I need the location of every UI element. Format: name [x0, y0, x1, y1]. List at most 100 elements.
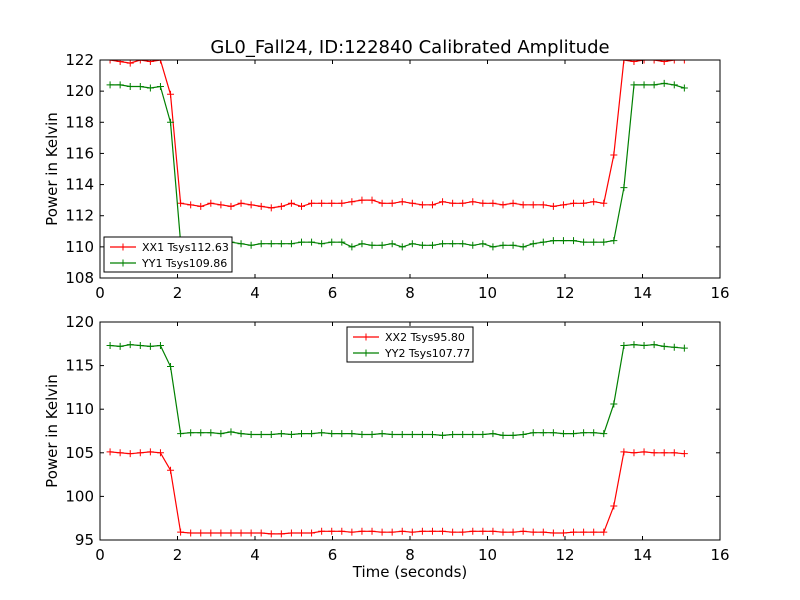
data-point [247, 241, 255, 249]
legend-label: XX1 Tsys112.63 [142, 241, 229, 254]
data-point [398, 527, 406, 535]
y-axis-label: Power in Kelvin [43, 112, 61, 226]
data-point [449, 430, 457, 438]
data-point [187, 201, 195, 209]
data-point [428, 201, 436, 209]
x-tick-label: 4 [250, 284, 260, 302]
data-point [388, 199, 396, 207]
x-tick-label: 8 [405, 546, 415, 564]
data-point [499, 241, 507, 249]
legend-marker [119, 243, 127, 251]
data-point [368, 196, 376, 204]
y-tick-label: 122 [65, 51, 94, 69]
data-point [418, 241, 426, 249]
data-point [640, 60, 648, 64]
data-point [559, 529, 567, 537]
legend: XX1 Tsys112.63 YY1 Tsys109.86 [103, 236, 233, 273]
data-point [247, 201, 255, 209]
x-tick-label: 4 [250, 546, 260, 564]
data-point [348, 430, 356, 438]
x-tick-label: 8 [405, 284, 415, 302]
x-tick-label: 0 [95, 284, 105, 302]
data-point [630, 60, 638, 66]
data-point [610, 502, 618, 510]
data-point [580, 238, 588, 246]
data-point [197, 429, 205, 437]
data-point [287, 199, 295, 207]
top-panel: 0 2 4 6 8 10 12 14 16 108 110 112 114 116 118 120 122 Pow… [43, 51, 730, 302]
data-point [277, 430, 285, 438]
data-point [650, 449, 658, 457]
data-point [257, 240, 265, 248]
data-point [459, 240, 467, 248]
x-tick-label: 10 [478, 546, 497, 564]
data-point [308, 529, 316, 537]
data-point [660, 449, 668, 457]
data-point [600, 528, 608, 536]
data-point [499, 528, 507, 536]
data-point [459, 199, 467, 207]
series-line-1 [110, 60, 685, 209]
data-point [187, 529, 195, 537]
data-point [680, 84, 688, 92]
data-point [126, 60, 134, 67]
data-point [539, 429, 547, 437]
y-tick-label: 118 [65, 113, 94, 131]
data-point [650, 60, 658, 64]
data-point [509, 431, 517, 439]
data-point [680, 60, 688, 64]
data-point [570, 528, 578, 536]
data-point [106, 60, 114, 64]
x-tick-label: 2 [173, 546, 183, 564]
data-point [207, 429, 215, 437]
y-tick-label: 112 [65, 207, 94, 225]
x-tick-label: 16 [710, 546, 729, 564]
data-point [298, 529, 305, 537]
data-point [549, 429, 557, 437]
data-point [247, 430, 255, 438]
data-point [237, 240, 245, 248]
data-point [469, 430, 477, 438]
data-point [428, 430, 436, 438]
data-point [670, 81, 678, 89]
y-tick-label: 95 [75, 531, 94, 549]
data-point [308, 238, 316, 246]
data-point [489, 527, 497, 535]
x-tick-label: 0 [95, 546, 105, 564]
x-tick-label: 6 [328, 284, 338, 302]
data-point [398, 243, 406, 251]
data-point [630, 449, 638, 457]
data-point [660, 60, 668, 66]
data-point [277, 530, 285, 538]
data-point [398, 430, 406, 438]
data-point [227, 428, 235, 436]
data-point [620, 184, 628, 192]
data-point [570, 199, 578, 207]
data-point [177, 199, 185, 207]
data-point [509, 528, 517, 536]
y-tick-label: 110 [65, 238, 94, 256]
data-point [559, 237, 567, 245]
data-point [640, 448, 648, 456]
data-point [428, 527, 436, 535]
data-point [298, 430, 305, 438]
data-point [146, 84, 154, 92]
data-point [106, 342, 114, 350]
data-point [549, 237, 557, 245]
data-point [197, 529, 205, 537]
data-point [227, 529, 235, 537]
data-point [650, 81, 658, 89]
x-tick-label: 6 [328, 546, 338, 564]
series-line-1 [110, 451, 685, 535]
data-point [358, 240, 366, 248]
data-point [640, 81, 648, 89]
data-point [116, 449, 124, 457]
data-point [237, 199, 245, 207]
y-tick-label: 120 [65, 82, 94, 100]
legend-label: YY1 Tsys109.86 [141, 257, 227, 270]
data-point [580, 429, 588, 437]
data-point [338, 527, 346, 535]
data-point [358, 527, 366, 535]
legend: XX2 Tsys95.80 YY2 Tsys107.77 [346, 326, 474, 363]
data-point [439, 431, 447, 439]
